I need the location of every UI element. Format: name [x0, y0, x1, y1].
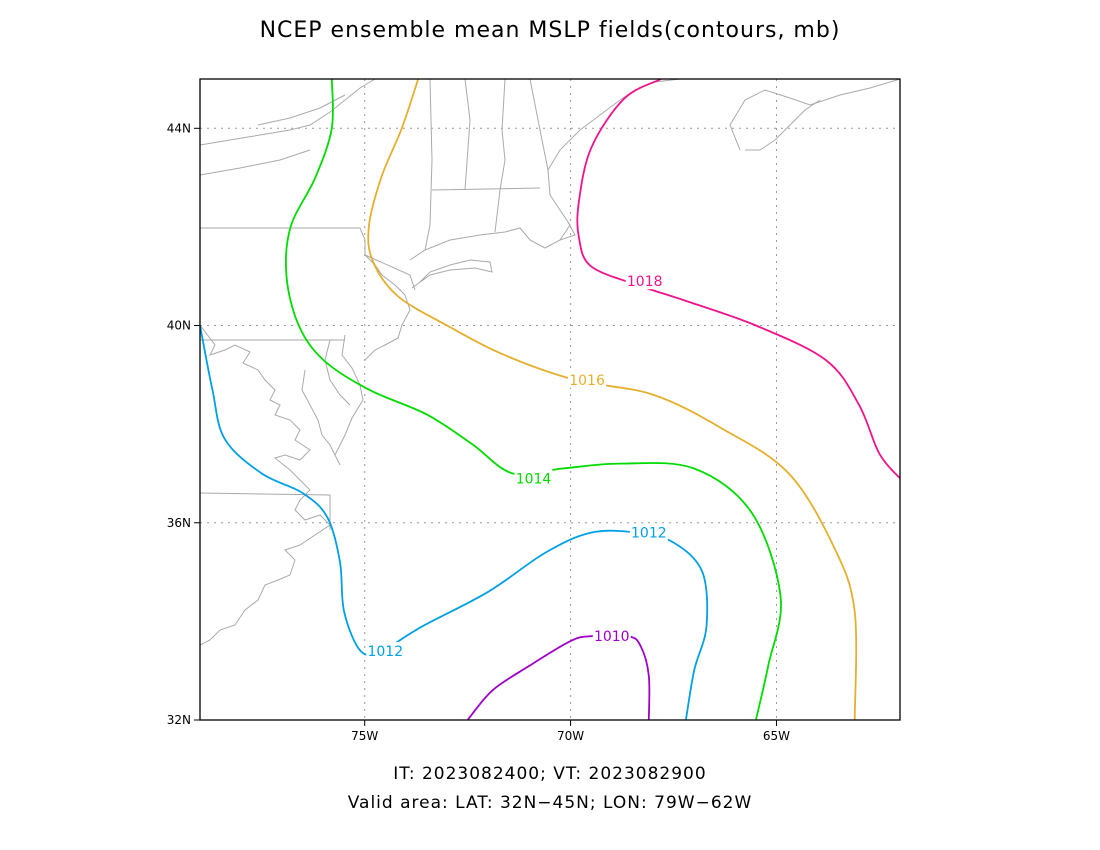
ma-border	[431, 187, 541, 191]
nj-coast	[364, 254, 411, 361]
isobar-label-1014-0: 1014	[516, 471, 552, 487]
y-tick-label-1: 36N	[167, 516, 191, 530]
maritimes-coast	[729, 79, 900, 151]
isobar-label-bg-1012-0	[366, 641, 405, 659]
coastline-us-east	[200, 324, 331, 646]
y-tick-label-0: 32N	[167, 713, 191, 727]
y-tick-label-3: 44N	[167, 121, 191, 135]
ct-ri-border	[494, 189, 501, 233]
isobar-label-bg-1018-0	[625, 272, 664, 290]
map-title: NCEP ensemble mean MSLP fields(contours,…	[259, 18, 841, 43]
isobar-label-bg-1010-0	[592, 627, 631, 645]
maine-inland	[529, 79, 549, 171]
isobars	[200, 79, 900, 720]
lake-erie-shore	[200, 149, 311, 176]
isobar-labels: 1010 1012 1012 1014 1016 1018	[366, 272, 668, 660]
coastlines-and-borders	[200, 79, 900, 646]
isobar-label-bg-1012-1	[629, 523, 668, 541]
new-england-coast	[409, 79, 681, 261]
x-tick-label-0: 75W	[351, 729, 378, 743]
axis-ticks: 75W 70W 65W 32N 36N 40N 44N	[167, 121, 790, 743]
isobar-1010	[466, 634, 651, 720]
footer-area: Valid area: LAT: 32N−45N; LON: 79W−62W	[347, 793, 753, 813]
ny-nj-border	[364, 254, 416, 291]
y-tick-label-2: 40N	[167, 319, 191, 333]
isobar-label-bg-1016-0	[568, 370, 607, 388]
isobar-1018	[576, 79, 900, 479]
isobar-label-1018-0: 1018	[627, 274, 663, 290]
cape-cod	[559, 221, 576, 241]
x-tick-label-1: 70W	[557, 729, 584, 743]
plot-frame	[199, 78, 901, 721]
delaware-bay	[324, 339, 351, 406]
va-nc-border	[200, 492, 331, 530]
vt-nh-border	[464, 79, 471, 191]
delmarva-coast	[334, 334, 364, 456]
chesapeake-bay	[301, 369, 341, 466]
me-nh-border	[499, 79, 506, 191]
ny-pa-border	[200, 227, 366, 255]
long-island	[411, 259, 493, 289]
isobar-label-1016-0: 1016	[569, 373, 605, 389]
lake-ontario-shore	[200, 79, 376, 146]
x-tick-label-2: 65W	[763, 729, 790, 743]
isobar-label-1012-1: 1012	[631, 526, 667, 542]
isobar-label-1012-0: 1012	[367, 644, 403, 660]
nova-scotia	[745, 99, 821, 151]
isobar-1014	[284, 79, 782, 720]
isobar-label-1010-0: 1010	[594, 629, 630, 645]
isobar-1012	[200, 325, 709, 720]
ny-new-england-border	[424, 79, 433, 251]
graticule	[200, 79, 900, 720]
footer-times: IT: 2023082400; VT: 2023082900	[393, 764, 707, 784]
isobar-label-bg-1014-0	[514, 469, 553, 487]
isobar-1016	[367, 79, 858, 720]
